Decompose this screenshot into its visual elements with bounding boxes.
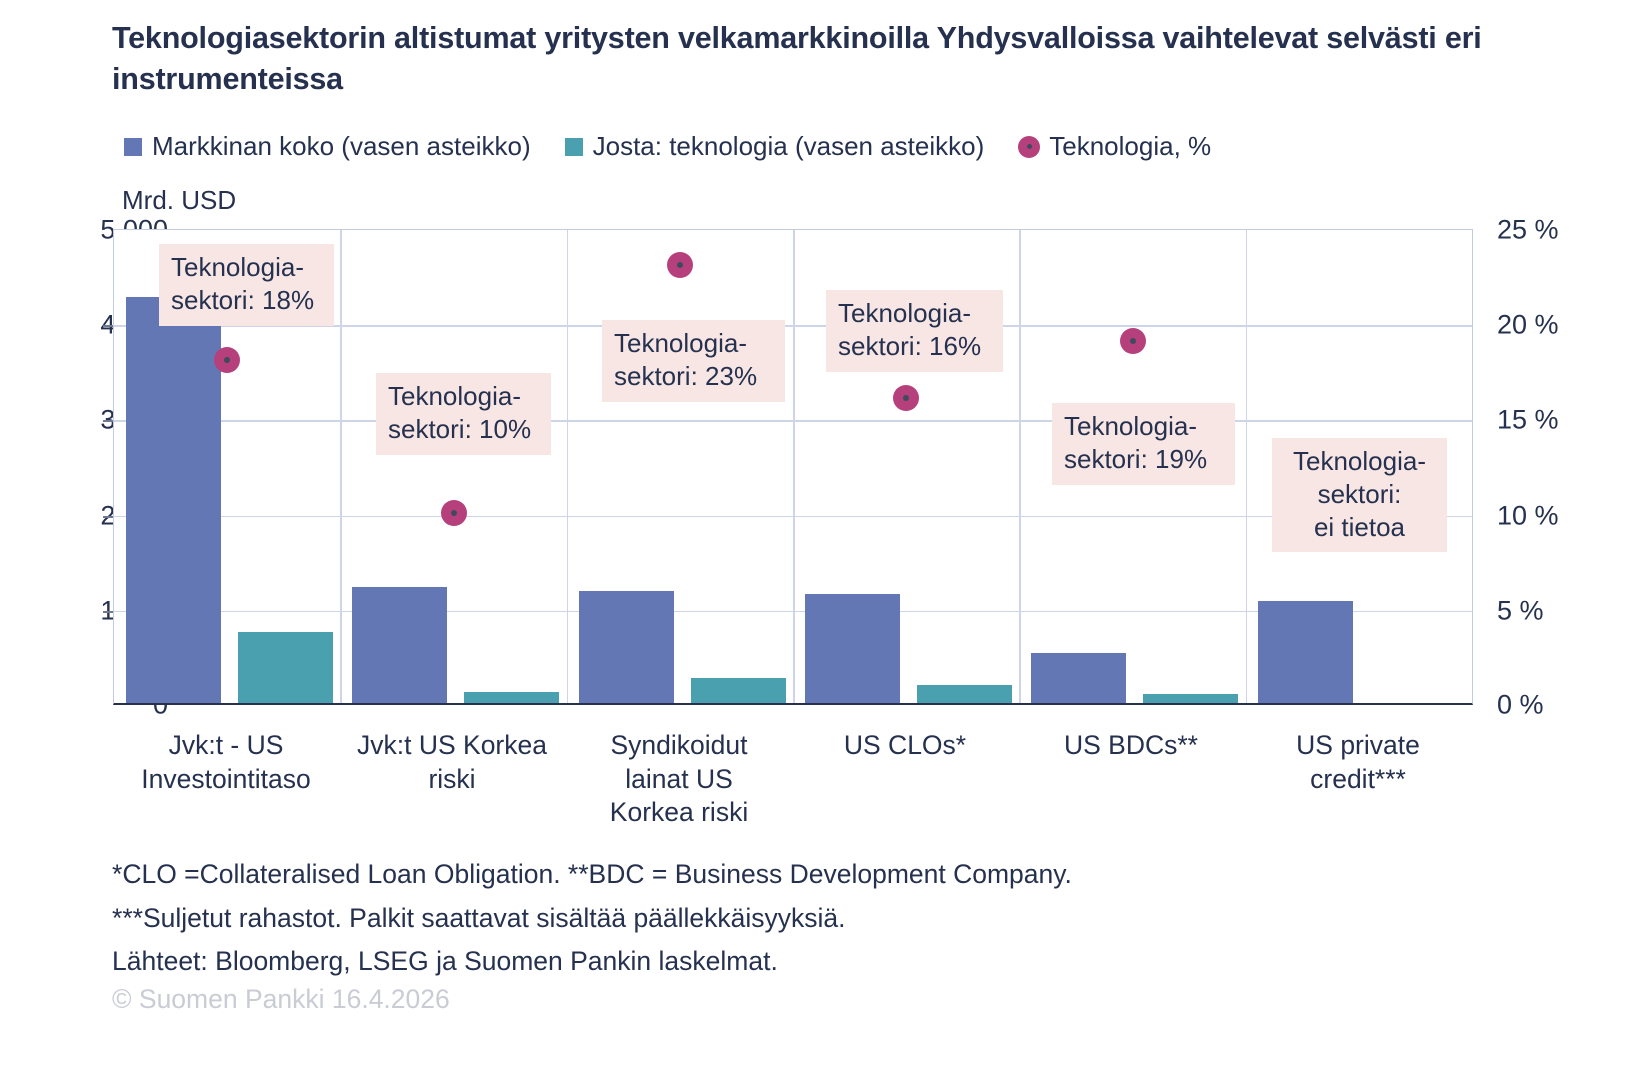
legend-swatch-icon [564,137,583,156]
legend-item-market-size[interactable]: Markkinan koko (vasen asteikko) [124,131,531,162]
scatter-point-technology-pct-us-bdcs[interactable] [1119,328,1146,355]
legend-label: Markkinan koko (vasen asteikko) [152,131,531,161]
bar-technology-jvkt-us-korkea-riski[interactable] [464,691,560,703]
y-axis-tickmark [103,515,114,518]
x-axis-label-jvkt-us-korkea-riski: Jvk:t US Korkea riski [357,730,547,794]
x-axis-label-us-private-credit: US private credit*** [1296,730,1420,794]
scatter-point-technology-pct-jvkt-us-investointitaso[interactable] [214,347,240,374]
y-axis-tick-right-25: 25 % [1497,214,1559,245]
annotation-syndikoidut-lainat: Teknologia- sektori: 23% [602,320,785,402]
legend-item-technology-percent[interactable]: Teknologia, % [1018,131,1211,162]
legend-label: Josta: teknologia (vasen asteikko) [592,131,985,161]
x-axis-label-jvkt-us-investointitaso: Jvk:t - US Investointitaso [141,730,311,794]
category-separator [1245,230,1248,703]
scatter-point-technology-pct-syndikoidut-lainat[interactable] [666,252,693,279]
x-axis-label-us-clos: US CLOs* [843,730,967,760]
category-separator [1019,230,1021,703]
legend-item-technology-share[interactable]: Josta: teknologia (vasen asteikko) [564,131,985,162]
annotation-jvkt-us-investointitaso: Teknologia- sektori: 18% [159,244,334,326]
copyright-notice: © Suomen Pankki 16.4.2026 [112,984,450,1014]
category-separator [793,230,795,703]
bar-market-size-us-bdcs[interactable] [1031,652,1127,703]
annotation-us-clos: Teknologia- sektori: 16% [826,290,1003,372]
plot-area: Teknologia- sektori: 18% Teknologia- sek… [113,229,1473,705]
y-axis-tick-right-15: 15 % [1497,404,1559,435]
legend-circle-marker-icon [1018,135,1041,158]
bar-market-size-us-clos[interactable] [805,593,900,703]
annotation-us-bdcs: Teknologia- sektori: 19% [1052,403,1235,485]
bar-market-size-syndikoidut-lainat[interactable] [578,590,674,703]
footnote-closed-funds: ***Suljetut rahastot. Palkit saattavat s… [112,903,846,933]
y-axis-unit-label: Mrd. USD [122,185,237,215]
legend-label: Teknologia, % [1049,131,1212,161]
bar-technology-syndikoidut-lainat[interactable] [690,678,786,703]
bar-technology-us-clos[interactable] [917,685,1012,703]
category-separator [566,230,569,703]
annotation-us-private-credit: Teknologia- sektori: ei tietoa [1272,438,1447,553]
bar-market-size-jvkt-us-korkea-riski[interactable] [352,586,448,703]
y-axis-tick-right-20: 20 % [1497,309,1559,340]
x-axis-label-syndikoidut-lainat: Syndikoidut lainat US Korkea riski [609,730,749,828]
footnote-sources: Lähteet: Bloomberg, LSEG ja Suomen Panki… [112,946,778,976]
chart-title: Teknologiasektorin altistumat yritysten … [112,21,1482,96]
scatter-point-technology-pct-us-clos[interactable] [893,385,920,412]
y-axis-tick-right-5: 5 % [1497,595,1544,626]
chart-legend: Markkinan koko (vasen asteikko) Josta: t… [124,131,1245,162]
y-axis-tickmark [103,420,114,423]
legend-swatch-icon [124,137,142,156]
bar-market-size-us-private-credit[interactable] [1257,601,1353,703]
bar-market-size-jvkt-us-investointitaso[interactable] [126,296,221,703]
category-separator [340,230,342,703]
x-axis-label-us-bdcs: US BDCs** [1063,730,1198,760]
y-axis-tickmark [103,610,114,613]
annotation-jvkt-us-korkea-riski: Teknologia- sektori: 10% [376,373,551,455]
footnote-abbreviations: *CLO =Collateralised Loan Obligation. **… [112,859,1072,889]
y-axis-tick-right-0: 0 % [1497,689,1544,720]
y-axis-tick-right-10: 10 % [1497,500,1559,531]
bar-technology-jvkt-us-investointitaso[interactable] [238,631,333,703]
bar-technology-us-bdcs[interactable] [1143,694,1239,703]
scatter-point-technology-pct-jvkt-us-korkea-riski[interactable] [440,499,467,526]
y-axis-tickmark [103,325,114,328]
